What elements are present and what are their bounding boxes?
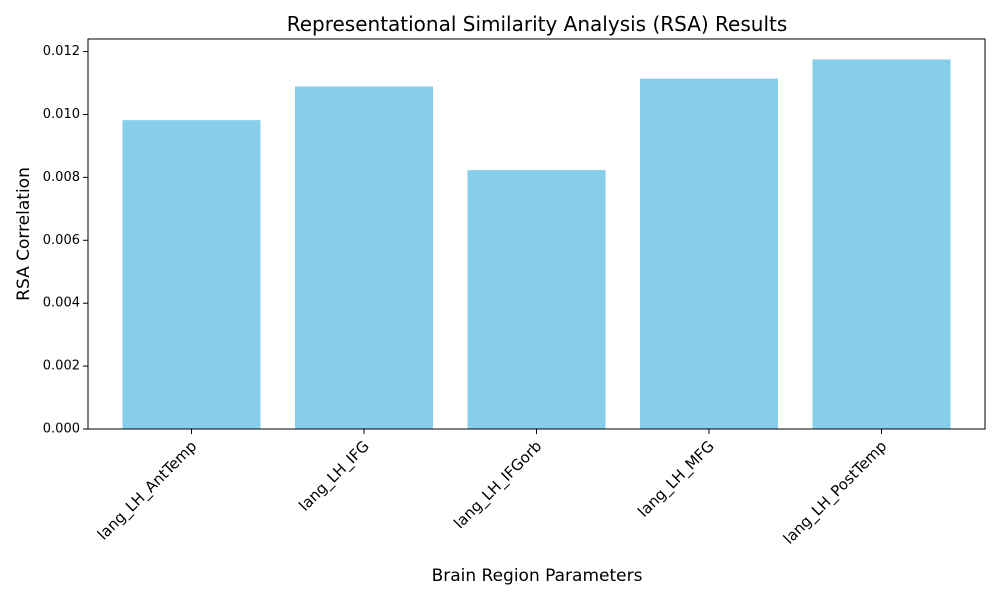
plot-frame	[87, 38, 986, 430]
bar-lang_LH_AntTemp	[122, 120, 261, 430]
y-tick-label: 0.006	[43, 233, 80, 248]
y-axis: 0.000 0.002 0.004 0.006 0.008 0.010 0.012	[43, 44, 88, 437]
x-tick-label: lang_LH_IFGorb	[450, 437, 546, 533]
x-tick-label: lang_LH_MFG	[634, 437, 718, 521]
bar-lang_LH_PostTemp	[812, 59, 951, 429]
x-tick-label: lang_LH_IFG	[295, 437, 373, 515]
bar-lang_LH_MFG	[640, 78, 778, 429]
y-tick-label: 0.010	[43, 107, 80, 122]
bar-lang_LH_IFGorb	[467, 170, 606, 429]
x-tick-label: lang_LH_AntTemp	[94, 437, 201, 544]
y-tick-label: 0.002	[43, 359, 80, 374]
y-axis-label: RSA Correlation	[14, 167, 34, 301]
x-tick-label: lang_LH_PostTemp	[780, 437, 891, 548]
y-tick-label: 0.000	[43, 422, 80, 437]
bar-lang_LH_IFG	[295, 86, 433, 430]
bars-group	[122, 59, 951, 430]
x-axis: lang_LH_AntTemp lang_LH_IFG lang_LH_IFGorb…	[94, 429, 891, 548]
chart-title: Representational Similarity Analysis (RS…	[287, 12, 788, 36]
y-tick-label: 0.004	[43, 296, 80, 311]
x-axis-label: Brain Region Parameters	[432, 566, 643, 586]
y-tick-label: 0.012	[43, 44, 80, 59]
y-tick-label: 0.008	[43, 170, 80, 185]
